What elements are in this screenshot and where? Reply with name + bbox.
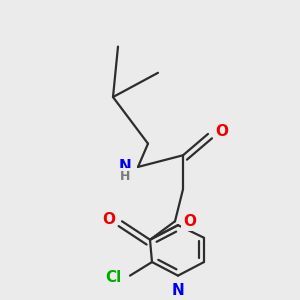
Text: N: N — [172, 284, 184, 298]
Text: Cl: Cl — [106, 270, 122, 285]
Text: O: O — [183, 214, 196, 229]
Text: N: N — [118, 159, 131, 174]
Text: O: O — [102, 212, 115, 227]
Text: O: O — [215, 124, 228, 140]
Text: H: H — [120, 170, 130, 183]
